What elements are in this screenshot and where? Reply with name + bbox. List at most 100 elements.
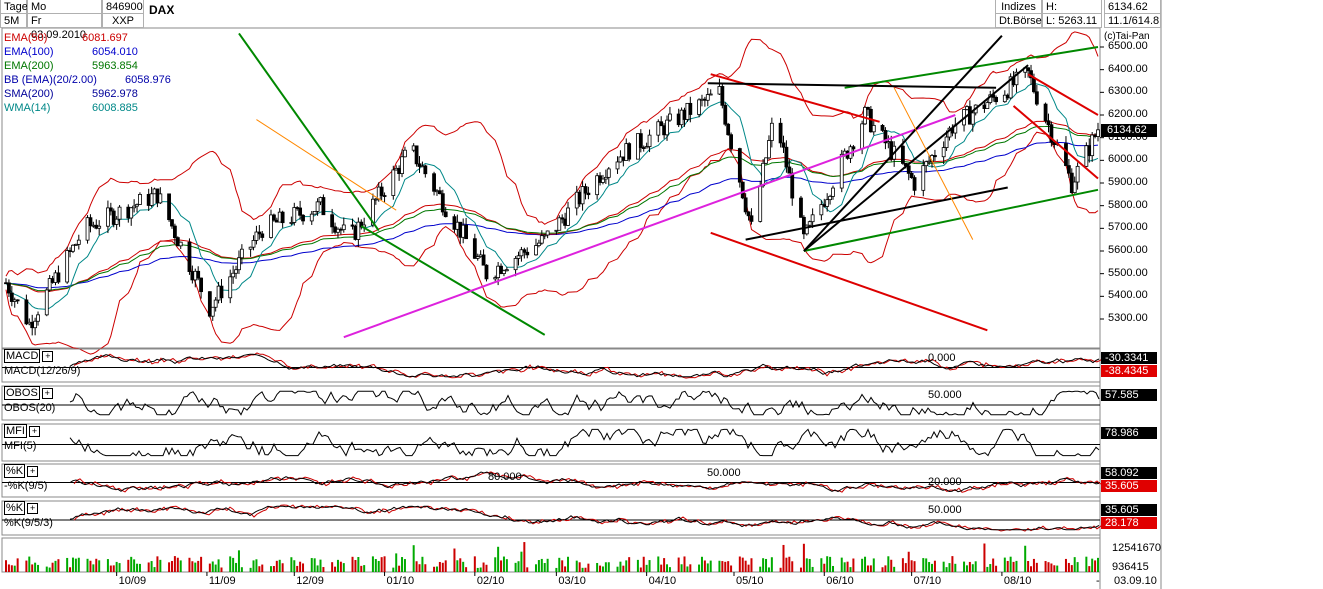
pane-tag-obos[interactable]: OBOS + bbox=[4, 386, 53, 400]
plus-icon[interactable]: + bbox=[27, 466, 39, 477]
candle-down bbox=[525, 251, 530, 256]
candle-up bbox=[769, 122, 774, 141]
volume-bar bbox=[485, 564, 488, 572]
candle-down bbox=[9, 292, 14, 302]
volume-bar bbox=[575, 560, 578, 572]
volume-bar bbox=[666, 564, 669, 572]
plus-icon[interactable]: + bbox=[28, 426, 40, 437]
candle-up bbox=[839, 153, 844, 189]
candle-down bbox=[170, 219, 174, 227]
volume-bar bbox=[526, 567, 529, 572]
trendline-red-1 bbox=[710, 73, 880, 123]
candle-down bbox=[196, 270, 201, 279]
volume-bar bbox=[965, 565, 968, 572]
volume-bar bbox=[418, 564, 421, 572]
volume-bar bbox=[596, 562, 599, 572]
candle-up bbox=[536, 242, 541, 246]
volume-bar bbox=[351, 556, 354, 572]
volume-bar bbox=[750, 558, 753, 572]
volume-bar bbox=[331, 562, 334, 572]
candle-up bbox=[135, 204, 139, 207]
plus-icon[interactable]: + bbox=[42, 351, 54, 362]
legend-item[interactable]: SMA(200) 5962.978 bbox=[4, 88, 138, 100]
volume-bar bbox=[843, 562, 846, 572]
candle-down bbox=[883, 130, 888, 144]
legend-value: 6081.697 bbox=[82, 32, 128, 44]
volume-bar bbox=[689, 564, 692, 572]
candle-up bbox=[1075, 165, 1080, 183]
volume-bar bbox=[1070, 565, 1073, 572]
volume-bar bbox=[741, 557, 744, 572]
plus-icon[interactable]: + bbox=[27, 503, 39, 514]
volume-bar bbox=[479, 567, 482, 572]
candle-up bbox=[493, 277, 498, 280]
volume-bar bbox=[159, 559, 162, 572]
pane-tag-macd[interactable]: MACD + bbox=[4, 349, 54, 363]
legend-item[interactable]: BB (EMA)(20/2.00) 6058.976 bbox=[4, 74, 171, 86]
trendline-red-3 bbox=[1027, 73, 1099, 116]
volume-bar bbox=[357, 557, 360, 572]
pane-tag-mfi[interactable]: MFI + bbox=[4, 424, 40, 438]
candle-up bbox=[504, 269, 509, 272]
volume-bar bbox=[887, 556, 890, 572]
volume-bar bbox=[354, 560, 357, 572]
candle-down bbox=[723, 104, 728, 125]
pane-tag-stoch2[interactable]: %K + bbox=[4, 501, 39, 515]
volume-bar bbox=[779, 567, 782, 572]
exchange-code: XXP bbox=[102, 14, 144, 28]
volume-bar bbox=[893, 566, 896, 572]
volume-bar bbox=[412, 545, 415, 572]
pane-reference-label: 50.000 bbox=[928, 389, 962, 401]
legend-item[interactable]: EMA(200) 5963.854 bbox=[4, 60, 138, 72]
candle-down bbox=[88, 217, 93, 227]
legend-item[interactable]: WMA(14) 6008.885 bbox=[4, 102, 138, 114]
volume-bar bbox=[476, 567, 479, 572]
index-type: Indizes bbox=[995, 0, 1042, 14]
volume-bar bbox=[619, 561, 622, 572]
candle-up bbox=[1008, 76, 1013, 99]
volume-bar bbox=[788, 556, 791, 572]
volume-bar bbox=[380, 557, 383, 572]
volume-bar bbox=[700, 556, 703, 572]
candle-up bbox=[44, 289, 49, 316]
candle-up bbox=[210, 306, 215, 317]
legend-label: EMA(100) bbox=[4, 46, 54, 58]
legend-item[interactable]: EMA(50) 6081.697 bbox=[4, 32, 128, 44]
pane-tag-label: %K bbox=[4, 464, 26, 478]
volume-bar bbox=[275, 560, 278, 572]
volume-bar bbox=[523, 542, 526, 572]
volume-bar bbox=[497, 546, 500, 572]
candle-down bbox=[583, 186, 588, 194]
pane-tag-stoch1[interactable]: %K + bbox=[4, 464, 39, 478]
volume-bar bbox=[1044, 561, 1047, 572]
volume-bar bbox=[1097, 557, 1099, 572]
candle-up bbox=[606, 168, 611, 178]
x-tick-label: 10/09 bbox=[118, 575, 147, 587]
x-tick-label: 11/09 bbox=[208, 575, 236, 587]
candle-down bbox=[499, 265, 503, 274]
candle-up bbox=[371, 198, 375, 226]
volume-bar bbox=[374, 559, 377, 572]
candle-down bbox=[432, 173, 436, 192]
volume-bar bbox=[302, 563, 305, 572]
range-label[interactable]: 5M bbox=[0, 14, 27, 28]
candle-up bbox=[871, 124, 876, 133]
pane-main-line bbox=[69, 353, 1100, 378]
volume-bar bbox=[235, 562, 238, 572]
period-label[interactable]: Tage bbox=[0, 0, 28, 14]
volume-bar bbox=[1050, 563, 1053, 572]
plus-icon[interactable]: + bbox=[41, 388, 53, 399]
volume-bar bbox=[808, 558, 811, 572]
volume-bar bbox=[931, 563, 934, 572]
x-tick-label: 06/10 bbox=[826, 575, 854, 587]
candle-up bbox=[941, 147, 946, 158]
volume-bar bbox=[398, 565, 401, 572]
legend-item[interactable]: EMA(100) 6054.010 bbox=[4, 46, 138, 58]
volume-bar bbox=[738, 556, 741, 572]
candle-down bbox=[933, 155, 937, 158]
high-value: H: 6386.97 bbox=[1042, 0, 1102, 27]
volume-bar bbox=[28, 556, 31, 572]
candle-up bbox=[534, 245, 538, 256]
volume-bar bbox=[534, 564, 537, 572]
candle-down bbox=[994, 96, 998, 103]
